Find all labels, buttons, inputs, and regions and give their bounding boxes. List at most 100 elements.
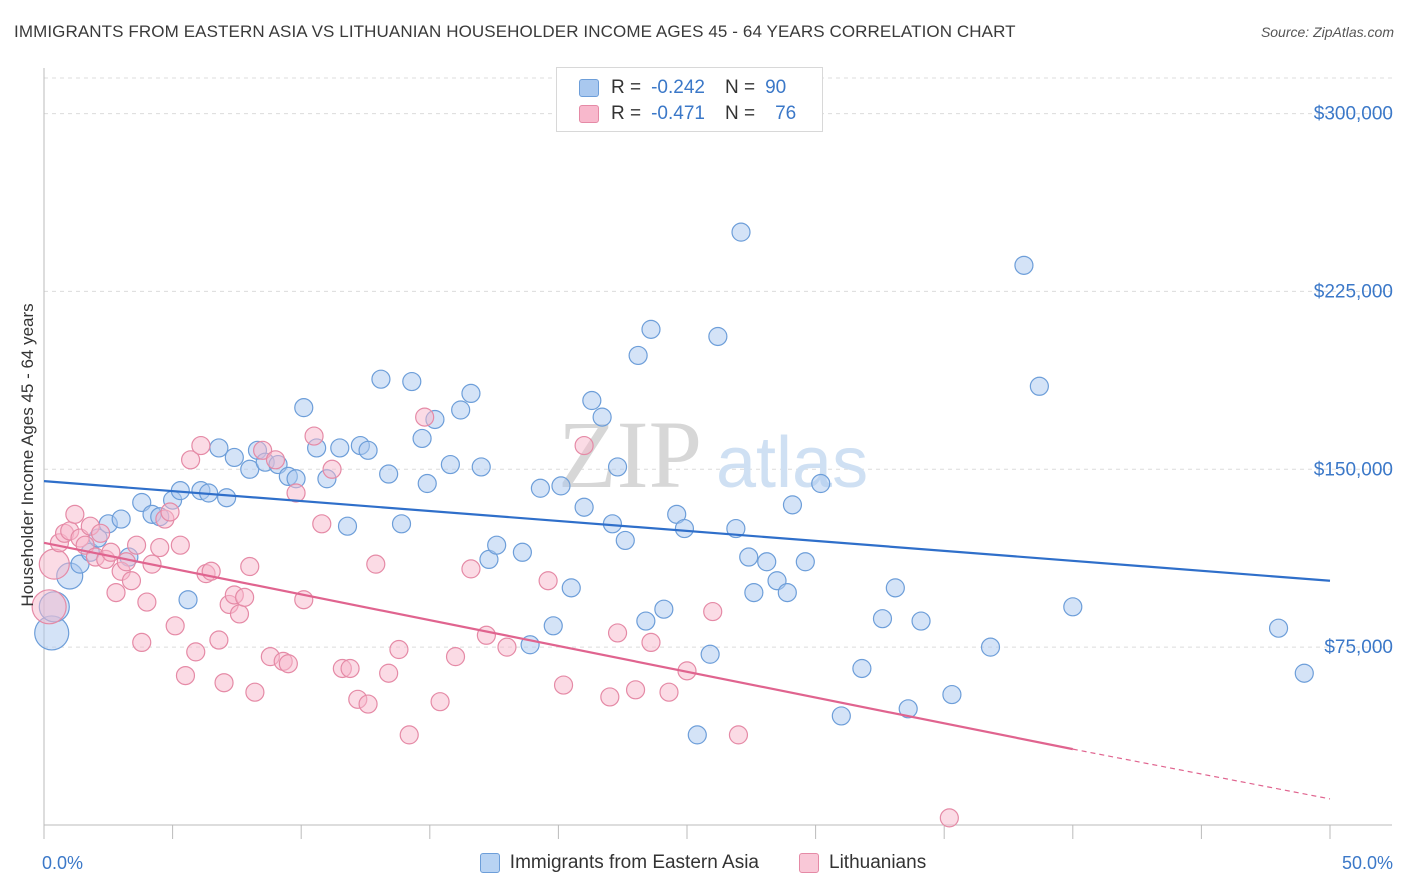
point-immigrants [726, 518, 746, 539]
point-lithuanians [165, 616, 185, 636]
point-lithuanians [253, 440, 273, 460]
point-immigrants [412, 428, 432, 449]
point-immigrants [811, 473, 831, 494]
point-lithuanians [106, 582, 126, 603]
y-tick-labels: $75,000 $150,000 $225,000 $300,000 [1314, 104, 1393, 659]
point-immigrants [217, 488, 237, 508]
point-lithuanians [116, 552, 136, 572]
point-lithuanians [235, 587, 255, 607]
point-immigrants [1029, 376, 1049, 396]
x-tick-labels: 0.0% 50.0% [42, 853, 1393, 873]
point-immigrants [708, 326, 728, 347]
point-immigrants [777, 582, 797, 603]
point-lithuanians [553, 675, 574, 695]
point-immigrants [911, 611, 931, 631]
series-immigrants-points [34, 222, 1314, 745]
legend-r-label: R = [611, 77, 642, 98]
point-immigrants [872, 609, 893, 629]
legend-swatch-lithuanians [799, 853, 819, 873]
point-lithuanians [358, 694, 378, 714]
point-lithuanians [304, 426, 324, 446]
point-immigrants [487, 535, 507, 555]
point-immigrants [417, 473, 437, 494]
point-immigrants [1268, 618, 1289, 638]
point-lithuanians [286, 483, 306, 503]
point-lithuanians [340, 658, 360, 679]
y-tick-label: $75,000 [1324, 637, 1393, 658]
point-lithuanians [461, 559, 481, 579]
point-immigrants [440, 454, 460, 475]
point-immigrants [358, 440, 378, 460]
point-immigrants [628, 345, 648, 366]
legend-r-label: R = [611, 103, 642, 124]
legend-item-immigrants[interactable]: Immigrants from Eastern Asia [479, 852, 759, 874]
point-immigrants [582, 390, 602, 411]
point-lithuanians [121, 571, 142, 591]
point-immigrants [543, 616, 563, 636]
y-tick-label: $300,000 [1314, 104, 1393, 125]
legend-row-lithuanians: R = -0.471 N = 76 [579, 102, 796, 126]
watermark-atlas: atlas [716, 423, 868, 503]
watermark: ZIP atlas [558, 401, 868, 508]
point-immigrants [831, 706, 851, 726]
point-immigrants [209, 438, 229, 458]
legend-n-value: 90 [765, 77, 787, 98]
point-lithuanians [415, 407, 435, 427]
point-lithuanians [322, 459, 342, 479]
point-immigrants [391, 514, 412, 534]
point-immigrants [674, 518, 695, 539]
point-immigrants [731, 222, 751, 242]
point-immigrants [852, 658, 872, 679]
point-immigrants [224, 447, 244, 468]
point-lithuanians [229, 604, 250, 624]
point-lithuanians [625, 680, 646, 700]
point-immigrants [330, 438, 350, 458]
point-lithuanians [191, 435, 211, 456]
point-immigrants [757, 552, 777, 572]
point-lithuanians [150, 537, 170, 558]
point-lithuanians [278, 654, 298, 674]
point-lithuanians [939, 808, 959, 828]
point-lithuanians [240, 556, 260, 577]
point-immigrants [687, 725, 707, 745]
legend-n-value: 76 [775, 103, 797, 124]
point-lithuanians [538, 571, 558, 591]
point-immigrants [654, 599, 674, 619]
point-immigrants [898, 699, 918, 719]
point-lithuanians [641, 632, 661, 653]
legend-label-lithuanians: Lithuanians [829, 852, 927, 873]
point-immigrants [294, 398, 314, 418]
point-immigrants [1063, 597, 1083, 617]
legend-n-label: N = [724, 77, 756, 98]
correlation-legend: R = -0.242 N = 90 R = -0.471 N = 76 [556, 67, 823, 132]
point-lithuanians [126, 535, 147, 555]
y-tick-label: $150,000 [1314, 459, 1393, 480]
point-lithuanians [65, 504, 85, 524]
legend-r-value: -0.471 [651, 103, 705, 124]
point-immigrants [379, 464, 399, 484]
source-label: Source: ZipAtlas.com [1260, 24, 1394, 40]
legend-swatch-lithuanians [579, 105, 599, 123]
x-tick-label-min: 0.0% [42, 853, 83, 873]
x-tick-label-max: 50.0% [1342, 853, 1393, 873]
trend-line-lithuanians-extension [1072, 748, 1331, 800]
point-immigrants [371, 369, 391, 389]
legend-n-label: N = [724, 103, 756, 124]
point-lithuanians [214, 673, 234, 693]
trend-line-lithuanians [43, 541, 1074, 751]
point-immigrants [607, 457, 628, 477]
point-immigrants [782, 495, 803, 515]
point-lithuanians [574, 435, 594, 456]
point-immigrants [739, 547, 759, 567]
point-lithuanians [430, 692, 450, 712]
point-immigrants [574, 497, 594, 517]
point-lithuanians [175, 665, 196, 686]
point-lithuanians [659, 682, 679, 702]
legend-item-lithuanians[interactable]: Lithuanians [799, 852, 926, 874]
point-immigrants [700, 644, 720, 664]
point-immigrants [530, 478, 550, 498]
point-immigrants [942, 684, 962, 705]
chart-title: IMMIGRANTS FROM EASTERN ASIA VS LITHUANI… [14, 22, 1016, 41]
point-lithuanians [38, 548, 70, 580]
point-immigrants [451, 400, 471, 420]
